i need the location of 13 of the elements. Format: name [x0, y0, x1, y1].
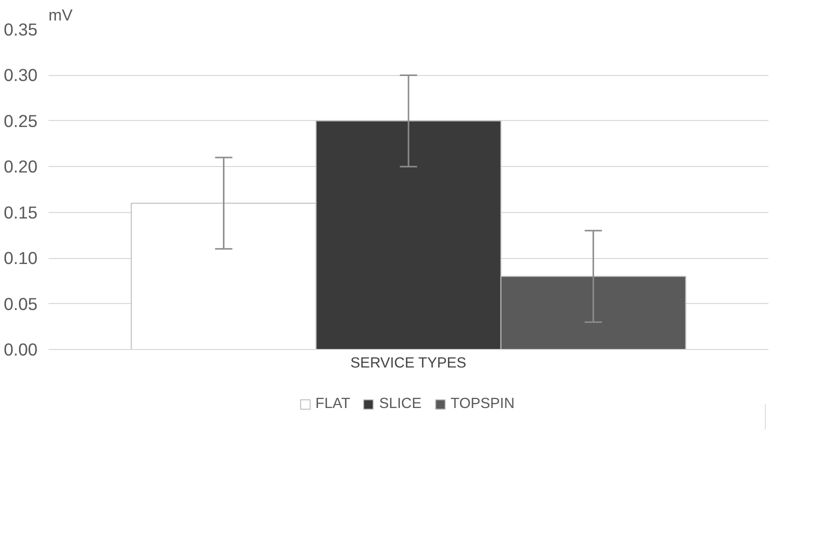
- legend-label: FLAT: [315, 396, 350, 412]
- y-tick-label: 0.30: [4, 65, 38, 86]
- y-tick-label: 0.20: [4, 156, 38, 177]
- legend-label: SLICE: [379, 396, 422, 412]
- y-tick-label: 0.25: [4, 110, 38, 131]
- y-axis-title: mV: [48, 8, 73, 24]
- y-tick-label: 0.35: [4, 20, 38, 40]
- y-tick-label: 0.05: [4, 294, 38, 314]
- x-axis-title: SERVICE TYPES: [350, 356, 467, 372]
- y-tick-label: 0.10: [4, 248, 38, 268]
- y-tick-label: 0.00: [4, 340, 38, 360]
- legend-label: TOPSPIN: [450, 396, 515, 412]
- y-tick-label: 0.15: [4, 202, 38, 222]
